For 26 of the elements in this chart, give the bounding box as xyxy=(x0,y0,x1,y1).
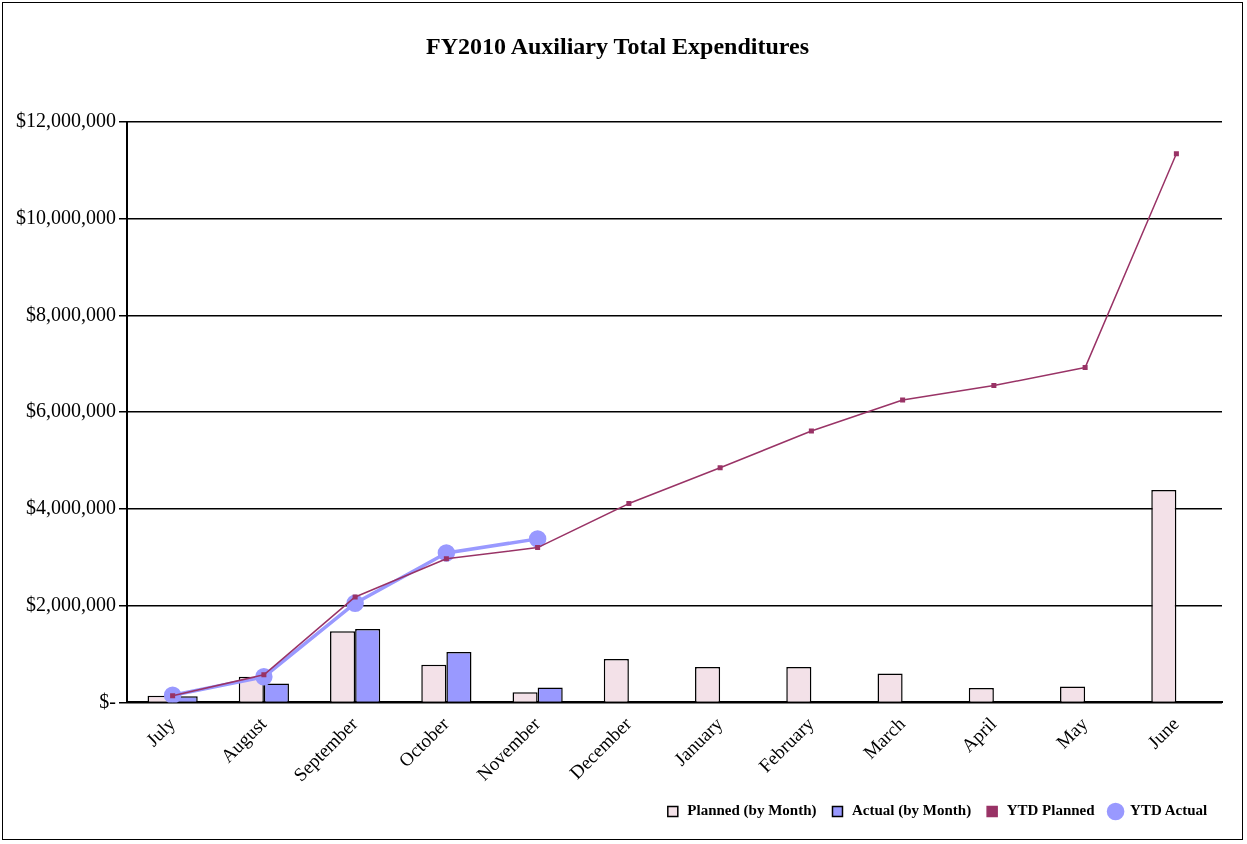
point xyxy=(528,530,547,548)
point xyxy=(626,501,632,507)
chart-title: FY2010 Auxiliary Total Expenditures xyxy=(426,32,809,59)
point xyxy=(1082,365,1088,371)
y-tick-label: $10,000,000 xyxy=(16,205,116,228)
y-tick-label: $12,000,000 xyxy=(16,109,116,132)
y-tick-label: $- xyxy=(99,689,116,712)
legend-label: YTD Actual xyxy=(1130,802,1208,819)
point xyxy=(900,397,906,403)
point xyxy=(535,545,541,551)
legend-label: Actual (by Month) xyxy=(851,802,972,820)
y-tick-label: $8,000,000 xyxy=(26,302,116,325)
legend-label: YTD Planned xyxy=(1006,802,1096,819)
point xyxy=(717,465,723,471)
point xyxy=(443,556,449,562)
y-tick-label: $4,000,000 xyxy=(26,496,116,519)
x-tick-label: July xyxy=(141,712,180,751)
point xyxy=(352,594,358,600)
point xyxy=(808,428,814,434)
legend-label: Planned (by Month) xyxy=(687,802,817,820)
y-tick-label: $6,000,000 xyxy=(26,399,116,422)
x-tick-label: May xyxy=(1052,712,1092,753)
point xyxy=(991,382,997,389)
x-tick-label: June xyxy=(1143,712,1183,753)
y-tick-label: $2,000,000 xyxy=(26,592,116,615)
point xyxy=(1173,151,1179,157)
